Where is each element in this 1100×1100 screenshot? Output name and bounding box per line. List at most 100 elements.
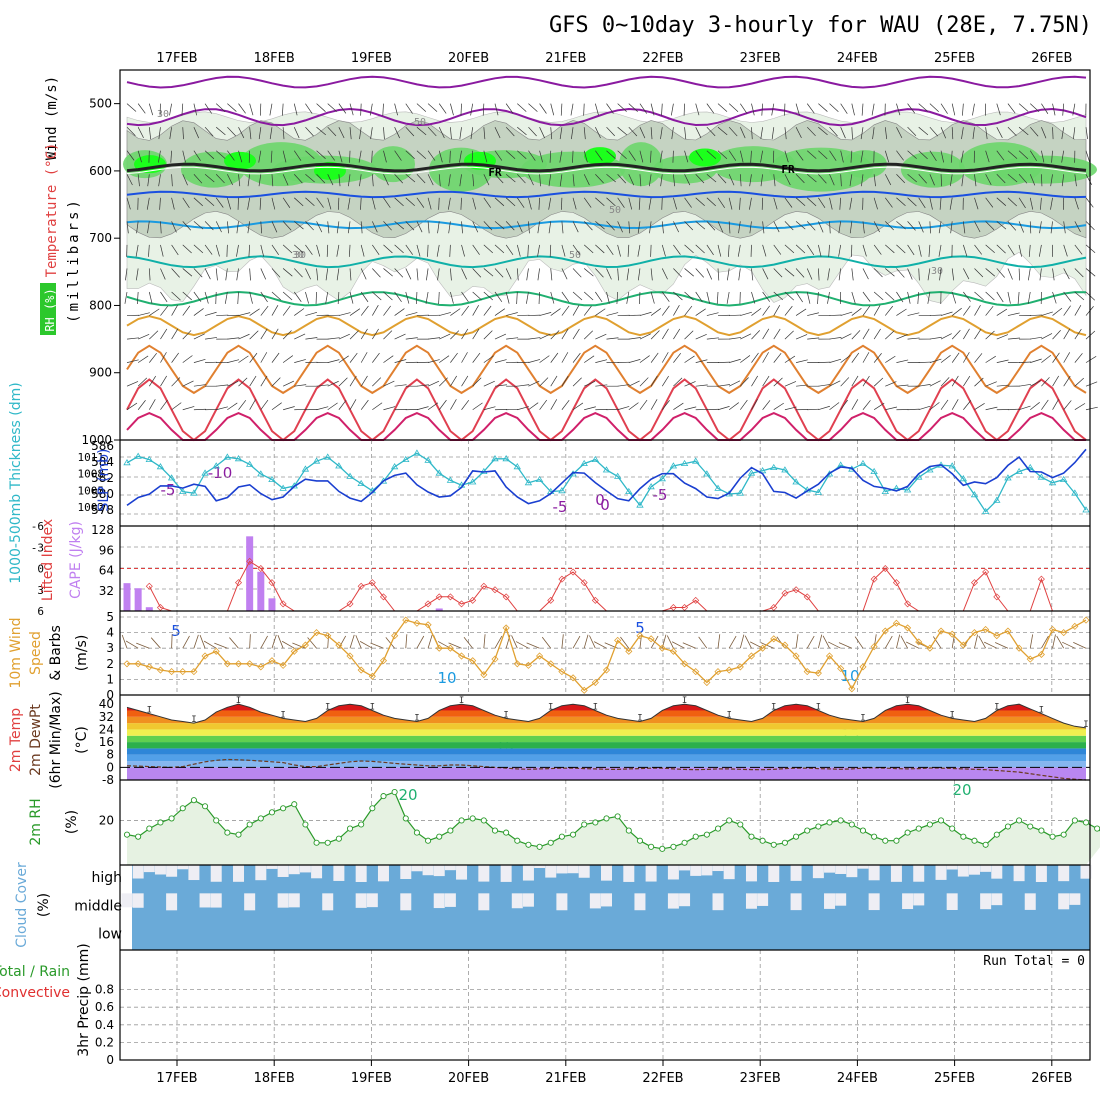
bottom-date-label: 17FEB xyxy=(156,1071,197,1086)
wind-speed-point xyxy=(279,661,287,669)
wind-speed-point xyxy=(469,657,477,665)
wind-barb xyxy=(394,244,404,254)
wind-barb xyxy=(193,244,204,254)
wind-barb xyxy=(260,244,265,257)
wind-barb xyxy=(827,268,830,281)
wind-barb xyxy=(427,150,436,161)
thickness-point xyxy=(179,487,187,494)
wind-barb xyxy=(472,268,482,278)
wind-speed-point xyxy=(123,660,131,668)
wind-barb xyxy=(773,197,778,210)
wind-barb xyxy=(1041,399,1049,410)
wind-barb xyxy=(360,305,369,316)
wind-barb xyxy=(695,244,705,254)
wind-barb xyxy=(861,103,864,116)
cape-bar xyxy=(435,608,443,611)
thickness-point xyxy=(647,483,655,490)
wind-barb xyxy=(717,268,720,281)
cloud-gap-high xyxy=(712,865,724,872)
wind-barb xyxy=(126,359,139,363)
wind-barb xyxy=(528,337,541,340)
wind-barb xyxy=(260,221,263,234)
wind-barb xyxy=(171,197,175,210)
isotherm xyxy=(126,290,1087,307)
rh-point xyxy=(703,831,710,838)
wind-barb xyxy=(158,150,161,163)
wind-barb xyxy=(193,197,204,207)
wind-barb xyxy=(561,268,568,280)
wind-barb xyxy=(427,359,440,363)
rh-point xyxy=(648,843,655,850)
wind-barb xyxy=(137,103,146,114)
wind-barb-10m xyxy=(214,642,228,649)
wind-barb xyxy=(795,103,800,116)
minmax-marker: I xyxy=(637,714,642,724)
wind-barb xyxy=(382,103,384,116)
wind-barb xyxy=(537,244,540,257)
bottom-date-label: 21FEB xyxy=(545,1071,586,1086)
wind-barb xyxy=(260,328,268,340)
isotherm xyxy=(126,378,1087,442)
wind-barb xyxy=(137,174,140,187)
wind-barb xyxy=(505,174,516,183)
wind-barb xyxy=(951,103,956,116)
rh-point xyxy=(514,837,521,844)
y-axis-label: 2m Temp xyxy=(8,708,24,772)
wind-barb-10m xyxy=(349,634,355,649)
wind-barb xyxy=(249,103,254,116)
wind-barb xyxy=(461,375,469,387)
wind-barb xyxy=(617,268,619,281)
rh-point xyxy=(848,821,855,828)
wind-barb xyxy=(159,197,161,210)
wind-barb xyxy=(470,103,474,116)
wind-barb xyxy=(951,268,955,281)
wind-barb xyxy=(305,337,318,340)
cloud-gap-high xyxy=(1013,865,1025,882)
wind-barb xyxy=(806,103,815,114)
wind-barb xyxy=(1085,127,1088,140)
wind-barb xyxy=(459,174,462,187)
wind-barb xyxy=(751,127,753,140)
precip-total-label: Total / Rain xyxy=(0,964,70,980)
thickness-point xyxy=(1071,489,1079,496)
wind-barb xyxy=(771,127,775,140)
wind-barb xyxy=(271,221,278,233)
wind-barb xyxy=(818,361,831,363)
y-axis-label: & Barbs xyxy=(48,625,64,681)
wind-speed-point xyxy=(792,652,800,660)
wind-barb xyxy=(158,127,161,140)
wind-barb xyxy=(584,406,596,411)
wind-barb-10m xyxy=(193,634,199,649)
wind-barb xyxy=(149,375,157,387)
wind-barb xyxy=(383,380,395,387)
wind-barb xyxy=(227,126,236,137)
wind-barb xyxy=(137,127,144,139)
wind-speed-point xyxy=(1060,629,1068,637)
wind-barb xyxy=(650,268,653,281)
wind-barb xyxy=(795,174,805,184)
thickness-point xyxy=(1004,474,1012,481)
wind-barb xyxy=(684,355,695,363)
wind-barb xyxy=(628,380,640,387)
wind-barb xyxy=(550,308,561,316)
wind-barb-10m xyxy=(1062,641,1076,649)
wind-barb xyxy=(862,375,870,387)
thickness-point xyxy=(435,469,443,476)
wind-barb xyxy=(1085,150,1091,163)
wind-barb xyxy=(1007,197,1017,207)
wind-speed-point xyxy=(970,629,979,637)
rh-point xyxy=(235,831,242,838)
minmax-marker: I xyxy=(236,696,241,706)
wind-speed-point xyxy=(1048,625,1057,634)
wind-speed-point xyxy=(625,647,633,655)
wind-speed-point xyxy=(881,627,889,635)
wind-barb xyxy=(740,333,752,340)
wind-barb xyxy=(873,221,880,233)
wind-speed-point xyxy=(268,657,276,665)
rh-point xyxy=(291,801,298,808)
wind-barb xyxy=(371,197,376,210)
wind-barb xyxy=(784,127,787,140)
cloud-gap-high xyxy=(812,865,824,879)
cloud-gap-high xyxy=(288,865,300,875)
wind-barb xyxy=(940,150,944,163)
